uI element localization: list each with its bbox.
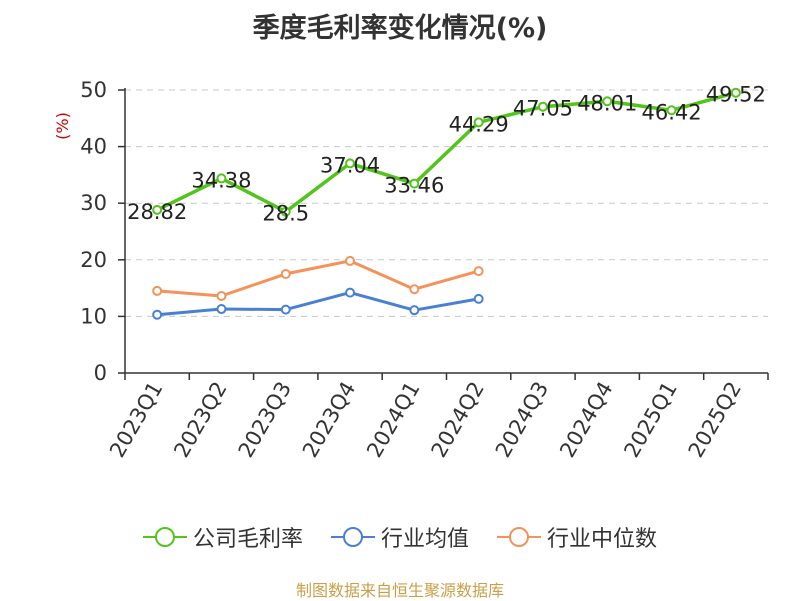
series-line-industry-median	[157, 259, 480, 298]
legend-label-industry-median: 行业中位数	[547, 527, 658, 552]
x-tick-label: 2025Q2	[684, 378, 746, 462]
data-point-gross-margin[interactable]	[216, 173, 227, 184]
data-point-industry-avg[interactable]	[216, 304, 227, 315]
data-point-gross-margin[interactable]	[152, 204, 163, 215]
legend-marker-industry-avg	[330, 527, 375, 547]
grid-lines	[125, 89, 768, 317]
y-tick-label: 10	[80, 304, 107, 328]
data-point-industry-avg[interactable]	[152, 309, 163, 320]
data-point-gross-margin[interactable]	[537, 101, 548, 112]
x-tick-label: 2023Q4	[298, 378, 360, 462]
chart-title: 季度毛利率变化情况(%)	[252, 13, 548, 44]
data-point-industry-median[interactable]	[216, 291, 227, 302]
data-point-gross-margin[interactable]	[666, 105, 677, 116]
legend-item-gross-margin[interactable]: 公司毛利率	[142, 521, 303, 553]
x-tick-label: 2024Q3	[491, 378, 553, 462]
data-point-industry-avg[interactable]	[473, 293, 484, 304]
data-point-industry-median[interactable]	[473, 266, 484, 277]
legend-label-gross-margin: 公司毛利率	[192, 527, 303, 552]
data-point-industry-median[interactable]	[152, 285, 163, 296]
series-line-gross-margin	[156, 91, 737, 214]
data-label-gross-margin: 34.38	[191, 168, 251, 192]
data-point-industry-median[interactable]	[345, 255, 356, 266]
data-point-gross-margin[interactable]	[280, 206, 291, 217]
y-tick-label: 0	[94, 361, 107, 385]
series-lines	[152, 87, 741, 320]
legend: 公司毛利率 行业均值 行业中位数	[0, 521, 800, 553]
data-label-gross-margin: 48.01	[577, 91, 637, 115]
data-point-industry-avg[interactable]	[280, 304, 291, 315]
data-label-gross-margin: 33.46	[384, 174, 444, 198]
legend-item-industry-avg[interactable]: 行业均值	[330, 521, 469, 553]
source-note: 制图数据来自恒生聚源数据库	[295, 581, 504, 600]
data-label-gross-margin: 28.82	[127, 200, 187, 224]
data-label-gross-margin: 28.5	[262, 202, 309, 226]
data-point-gross-margin[interactable]	[730, 87, 741, 98]
data-point-gross-margin[interactable]	[602, 96, 613, 107]
data-point-industry-median[interactable]	[280, 268, 291, 279]
legend-label-industry-avg: 行业均值	[380, 527, 469, 552]
legend-item-industry-median[interactable]: 行业中位数	[497, 521, 657, 553]
x-tick-label: 2023Q3	[234, 378, 296, 462]
legend-marker-gross-margin	[142, 527, 187, 547]
data-label-gross-margin: 44.29	[449, 112, 509, 136]
data-point-industry-median[interactable]	[409, 284, 420, 295]
data-point-industry-avg[interactable]	[409, 305, 420, 316]
x-tick-label: 2023Q1	[105, 378, 167, 462]
data-label-gross-margin: 46.42	[641, 100, 701, 124]
x-tick-label: 2024Q4	[555, 378, 617, 462]
x-tick-label: 2024Q1	[362, 378, 424, 462]
data-label-gross-margin: 47.05	[513, 97, 573, 121]
data-label-gross-margin: 49.52	[706, 83, 766, 107]
x-tick-label: 2024Q2	[427, 378, 489, 462]
data-point-gross-margin[interactable]	[345, 158, 356, 169]
legend-marker-industry-median	[497, 527, 541, 547]
data-label-gross-margin: 37.04	[320, 153, 380, 177]
x-tick-label: 2025Q1	[619, 378, 681, 462]
data-point-gross-margin[interactable]	[409, 178, 420, 189]
data-point-industry-avg[interactable]	[345, 287, 356, 298]
y-axis-label: (%)	[53, 112, 72, 140]
y-tick-label: 40	[80, 135, 107, 159]
data-point-gross-margin[interactable]	[473, 117, 484, 128]
y-tick-label: 30	[80, 191, 107, 215]
x-tick-label: 2023Q2	[169, 378, 231, 462]
series-line-industry-avg	[157, 291, 479, 317]
y-tick-label: 50	[80, 78, 107, 102]
y-tick-label: 20	[80, 248, 107, 272]
